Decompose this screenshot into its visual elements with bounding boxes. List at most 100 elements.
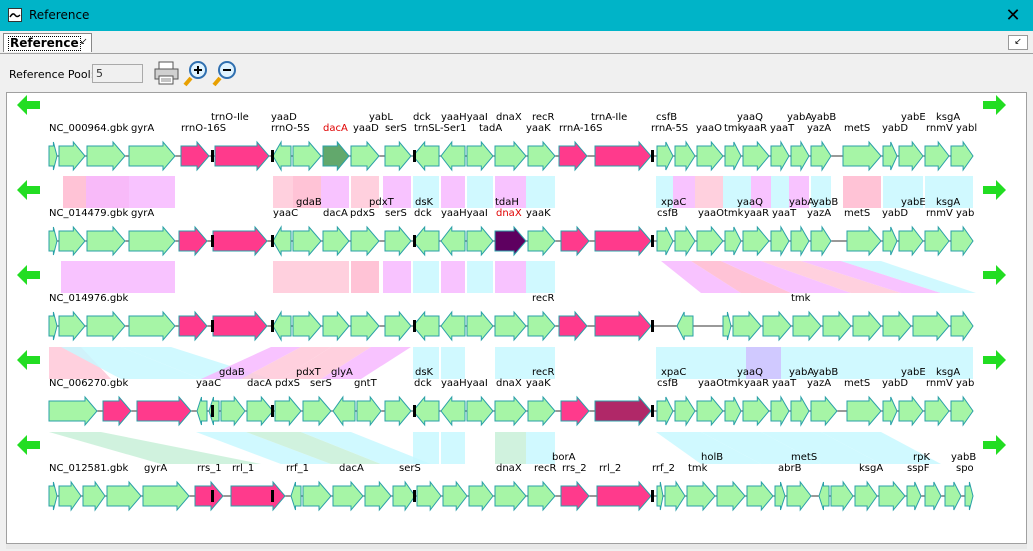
- gene-label: dnaX: [496, 208, 522, 219]
- window-title: Reference: [29, 8, 90, 22]
- horizontal-scrollbar[interactable]: [6, 544, 1027, 549]
- gene-label: yabE: [901, 197, 926, 208]
- gene-arrow: [790, 140, 810, 172]
- tab-menu-button[interactable]: ↙: [1008, 35, 1028, 50]
- gene-label: xpaC: [661, 367, 686, 378]
- gene-arrow: [696, 225, 724, 257]
- gene-arrow: [664, 480, 686, 512]
- gene-arrow: [846, 395, 882, 427]
- gene-arrow: [58, 480, 82, 512]
- gene-arrow: [48, 311, 58, 341]
- gene-arrow: [322, 225, 350, 257]
- rrna-marker: [211, 320, 214, 332]
- gene-arrow: [898, 395, 924, 427]
- gene-label: yaaK: [526, 123, 551, 134]
- similarity-band: [351, 176, 379, 208]
- print-button[interactable]: [153, 59, 180, 87]
- close-button[interactable]: ✕: [1005, 5, 1021, 26]
- similarity-band: [656, 432, 761, 464]
- gene-arrow: [292, 225, 322, 257]
- gene-arrow: [854, 480, 878, 512]
- gene-arrow: [527, 310, 556, 342]
- tab-reference[interactable]: Reference ↙: [3, 33, 92, 52]
- gene-arrow: [810, 225, 832, 257]
- gene-arrow: [724, 226, 742, 256]
- zoom-in-button[interactable]: [182, 59, 209, 87]
- similarity-band: [383, 261, 411, 293]
- gene-label: rrs_2: [562, 463, 587, 474]
- scroll-left-arrow: [17, 95, 40, 115]
- rrna-gene: [212, 310, 268, 342]
- similarity-band: [383, 176, 411, 208]
- gene-label: metS: [791, 452, 817, 463]
- scroll-left-arrow: [17, 180, 40, 200]
- gene-arrow: [292, 140, 322, 172]
- gene-arrow: [882, 310, 912, 342]
- zoom-out-button[interactable]: [211, 59, 238, 87]
- similarity-band: [495, 432, 526, 464]
- gene-arrow: [722, 311, 732, 341]
- similarity-band: [441, 176, 465, 208]
- gene-label: dck: [414, 208, 432, 219]
- gene-arrow: [818, 481, 830, 511]
- genome-comparison-viewer[interactable]: NC_000964.gbk trnO-Ile yaaD yabL dck yaaHyaaI…: [6, 92, 1027, 544]
- reference-pool-field[interactable]: [92, 64, 143, 83]
- gene-arrow: [128, 140, 176, 172]
- gene-label: dacA: [339, 463, 364, 474]
- gene-arrow: [656, 481, 664, 511]
- gene-label: gdaB: [219, 367, 245, 378]
- gene-arrow: [686, 480, 716, 512]
- gene-label: sspF: [907, 463, 930, 474]
- track-name: NC_012581.gbk: [49, 463, 129, 474]
- gene-label: yaaK: [526, 378, 551, 389]
- gene-label: csfB: [656, 112, 677, 123]
- gene-arrow: [878, 480, 906, 512]
- gene-arrow: [128, 310, 176, 342]
- gene-arrow: [322, 310, 350, 342]
- gene-label: ksgA: [936, 197, 960, 208]
- scroll-right-arrow: [983, 350, 1006, 370]
- pin-icon[interactable]: ↙: [80, 37, 88, 47]
- similarity-band: [751, 176, 771, 208]
- gene-arrow: [440, 395, 466, 427]
- rrna-marker: [271, 320, 274, 332]
- gene-label: dsK: [415, 367, 434, 378]
- gene-label: yaaQ: [737, 197, 763, 208]
- gene-arrow: [924, 395, 950, 427]
- gene-label: yabB: [813, 197, 838, 208]
- gene-label: yabL: [369, 112, 393, 123]
- gene-arrow: [656, 396, 674, 426]
- gene-label: recR: [532, 293, 555, 304]
- similarity-band: [656, 347, 701, 379]
- gene-arrow: [810, 140, 832, 172]
- rrna-marker: [271, 490, 274, 502]
- similarity-band: [901, 347, 973, 379]
- gene-label: yabB: [811, 112, 836, 123]
- gene-arrow: [852, 310, 882, 342]
- gene-label: metS: [844, 378, 870, 389]
- gene-arrow: [86, 225, 126, 257]
- similarity-band: [246, 432, 381, 464]
- gene-arrow: [272, 225, 292, 257]
- gene-arrow: [466, 310, 494, 342]
- gene-label: tmk: [791, 293, 811, 304]
- gene-arrow: [696, 395, 724, 427]
- gene-label: dnaX: [496, 112, 522, 123]
- gene-label: rrf_1: [286, 463, 309, 474]
- gene-arrow: [350, 140, 380, 172]
- gene-label: pdxS: [275, 378, 300, 389]
- similarity-band: [789, 176, 809, 208]
- gene-arrow: [882, 396, 898, 426]
- similarity-band: [281, 347, 371, 379]
- gene-arrow: [842, 140, 882, 172]
- gene-arrow: [332, 395, 356, 427]
- gene-arrow: [762, 310, 792, 342]
- gene-arrow: [674, 140, 696, 172]
- similarity-band: [843, 176, 881, 208]
- gene-arrow: [332, 480, 364, 512]
- rrna-gene: [560, 395, 590, 427]
- similarity-band: [723, 176, 751, 208]
- rrna-gene: [194, 480, 224, 512]
- rrna-gene: [214, 140, 270, 172]
